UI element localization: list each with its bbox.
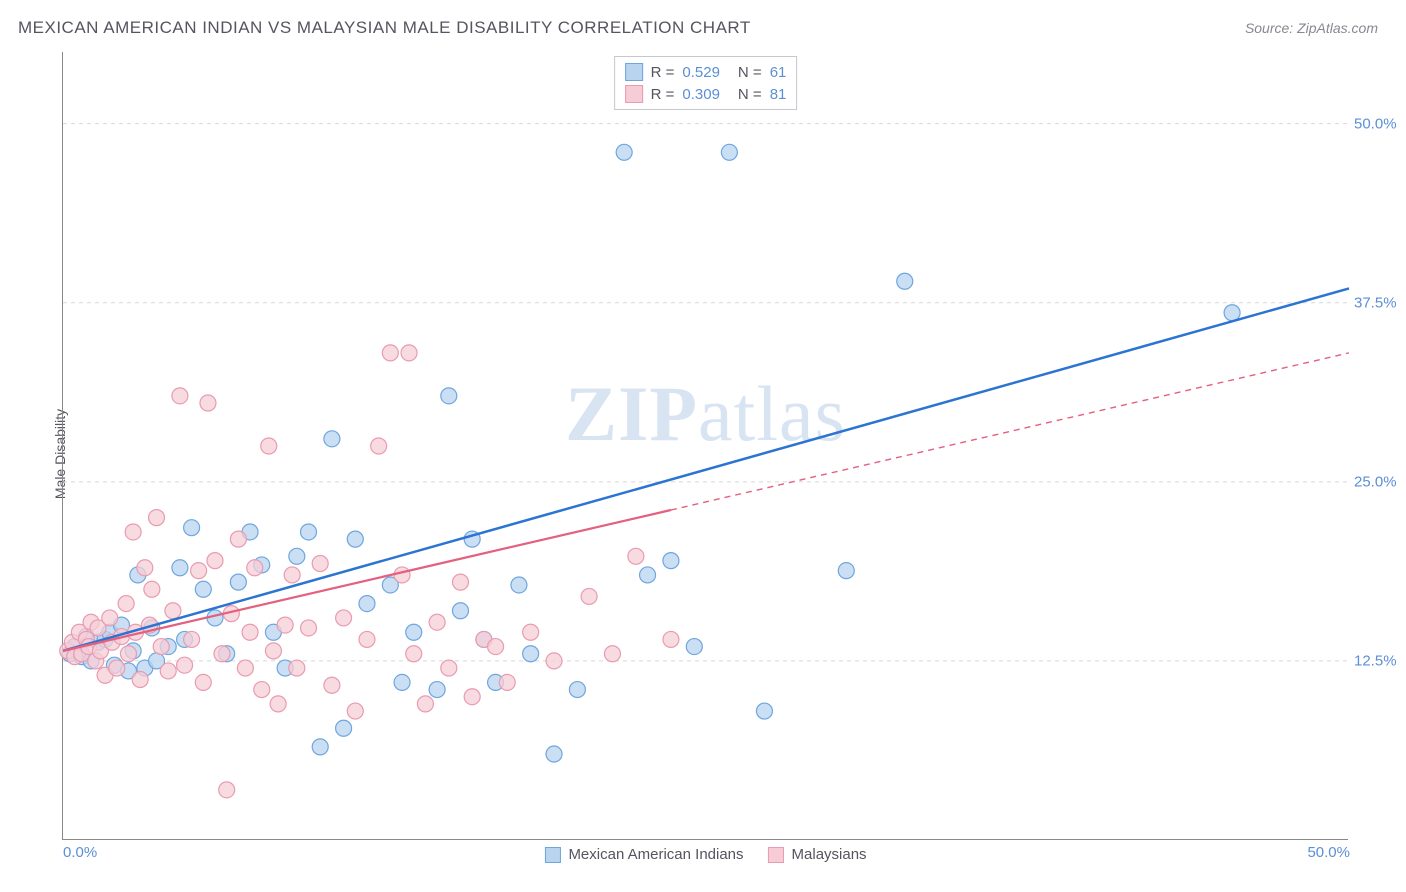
series-legend-item: Malaysians xyxy=(768,846,867,863)
y-tick-label: 37.5% xyxy=(1354,294,1406,311)
plot-region: ZIPatlas R =0.529N =61R =0.309N =81 0.0%… xyxy=(62,52,1348,840)
source-attribution: Source: ZipAtlas.com xyxy=(1245,20,1378,36)
legend-row: R = 0.529 N = 61 xyxy=(625,61,787,83)
x-tick-max: 50.0% xyxy=(1307,844,1350,861)
chart-title: MEXICAN AMERICAN INDIAN VS MALAYSIAN MAL… xyxy=(18,18,751,38)
legend-swatch xyxy=(625,63,643,81)
x-tick-min: 0.0% xyxy=(63,844,97,861)
y-tick-label: 25.0% xyxy=(1354,473,1406,490)
r-value: 0.529 xyxy=(682,64,720,81)
n-label: N = xyxy=(738,64,762,81)
series-label: Mexican American Indians xyxy=(568,846,743,863)
r-value: 0.309 xyxy=(682,86,720,103)
header: MEXICAN AMERICAN INDIAN VS MALAYSIAN MAL… xyxy=(0,0,1406,48)
legend-swatch xyxy=(768,847,784,863)
n-value: 61 xyxy=(770,64,787,81)
r-label: R = xyxy=(651,86,675,103)
series-legend-item: Mexican American Indians xyxy=(544,846,743,863)
y-tick-label: 50.0% xyxy=(1354,115,1406,132)
y-tick-label: 12.5% xyxy=(1354,652,1406,669)
n-label: N = xyxy=(738,86,762,103)
correlation-legend: R = 0.529 N = 61 R = 0.309 N = 81 xyxy=(614,56,798,110)
legend-row: R = 0.309 N = 81 xyxy=(625,83,787,105)
series-label: Malaysians xyxy=(792,846,867,863)
n-value: 81 xyxy=(770,86,787,103)
legend-swatch xyxy=(625,85,643,103)
chart-area: Male Disability ZIPatlas R =0.529N =61R … xyxy=(48,52,1348,840)
trend-lines xyxy=(63,52,1348,839)
series-legend: Mexican American Indians Malaysians xyxy=(544,846,866,863)
legend-swatch xyxy=(544,847,560,863)
r-label: R = xyxy=(651,64,675,81)
